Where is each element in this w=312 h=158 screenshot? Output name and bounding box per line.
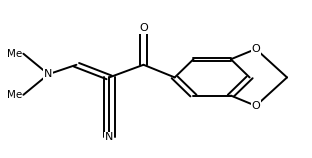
Text: N: N	[44, 69, 52, 79]
Text: O: O	[251, 101, 260, 111]
Text: O: O	[139, 23, 148, 33]
Text: Me: Me	[7, 90, 22, 100]
Text: N: N	[105, 132, 113, 143]
Text: Me: Me	[7, 49, 22, 59]
Text: O: O	[251, 44, 260, 54]
